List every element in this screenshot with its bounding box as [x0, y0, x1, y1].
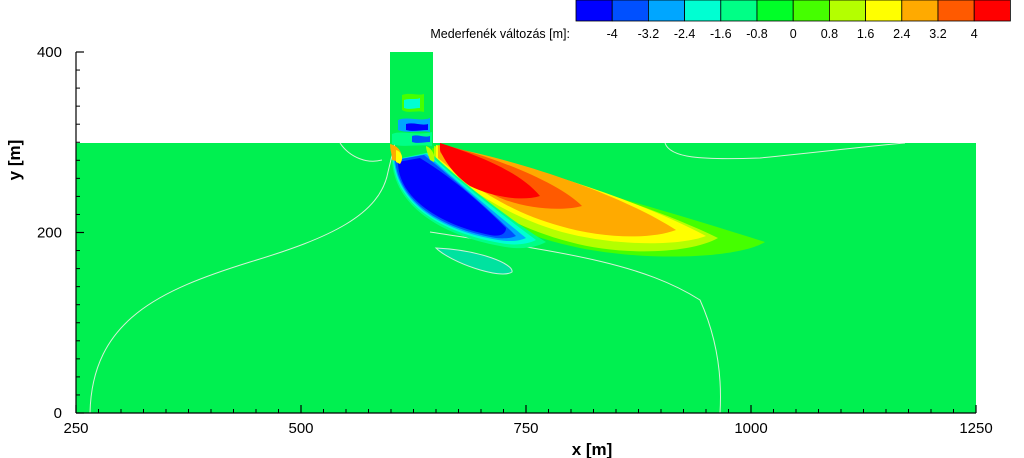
colorbar-swatch: [865, 0, 903, 22]
colorbar-swatch: [792, 0, 830, 22]
x-tick-label: 1000: [734, 420, 767, 437]
colorbar-level-label: 3.2: [929, 27, 946, 41]
y-tick-label: 200: [37, 225, 62, 242]
x-tick-label: 750: [513, 420, 538, 437]
colorbar-swatch: [648, 0, 686, 22]
colorbar-title: Mederfenék változás [m]:: [430, 27, 570, 41]
upper-right-contour-line: [664, 142, 906, 160]
axes: 250 500 750 1000 1250 0 200 400 x [m] y [m]: [5, 44, 993, 458]
colorbar-level-label: -0.8: [746, 27, 768, 41]
x-tick-label: 1250: [959, 420, 992, 437]
colorbar-swatch: [720, 0, 758, 22]
y-tick-label: 400: [37, 44, 62, 61]
deposition-core: [440, 143, 540, 199]
colorbar-swatch: [973, 0, 1011, 22]
colorbar-legend: -4 -3.2 -2.4 -1.6 -0.8 0 0.8 1.6 2.4 3.2 4 Mederfen…: [430, 0, 1011, 41]
colorbar-level-label: 4: [971, 27, 978, 41]
scour-hole-core: [398, 158, 506, 236]
colorbar-swatch: [684, 0, 722, 22]
mixing-zone: [390, 93, 435, 164]
colorbar-level-label: 2.4: [893, 27, 910, 41]
upper-left-contour-line: [339, 142, 383, 162]
x-tick-label: 250: [63, 420, 88, 437]
colorbar-level-label: -2.4: [674, 27, 696, 41]
y-axis-title: y [m]: [5, 140, 24, 181]
colorbar-level-label: 1.6: [857, 27, 874, 41]
colorbar-level-label: -1.6: [710, 27, 732, 41]
secondary-lobe: [434, 247, 513, 275]
contour-field: [76, 52, 976, 413]
colorbar-swatch: [575, 0, 613, 22]
colorbar-level-label: 0: [790, 27, 797, 41]
colorbar-level-label: 0.8: [821, 27, 838, 41]
colorbar-swatch: [829, 0, 867, 22]
colorbar-swatch: [901, 0, 939, 22]
colorbar-level-label: -3.2: [638, 27, 660, 41]
x-tick-label: 500: [288, 420, 313, 437]
colorbar-swatch: [611, 0, 649, 22]
y-tick-label: 0: [54, 405, 62, 422]
colorbar-level-label: -4: [607, 27, 618, 41]
colorbar-swatch: [756, 0, 794, 22]
x-axis-title: x [m]: [572, 440, 613, 458]
colorbar-swatch: [937, 0, 975, 22]
